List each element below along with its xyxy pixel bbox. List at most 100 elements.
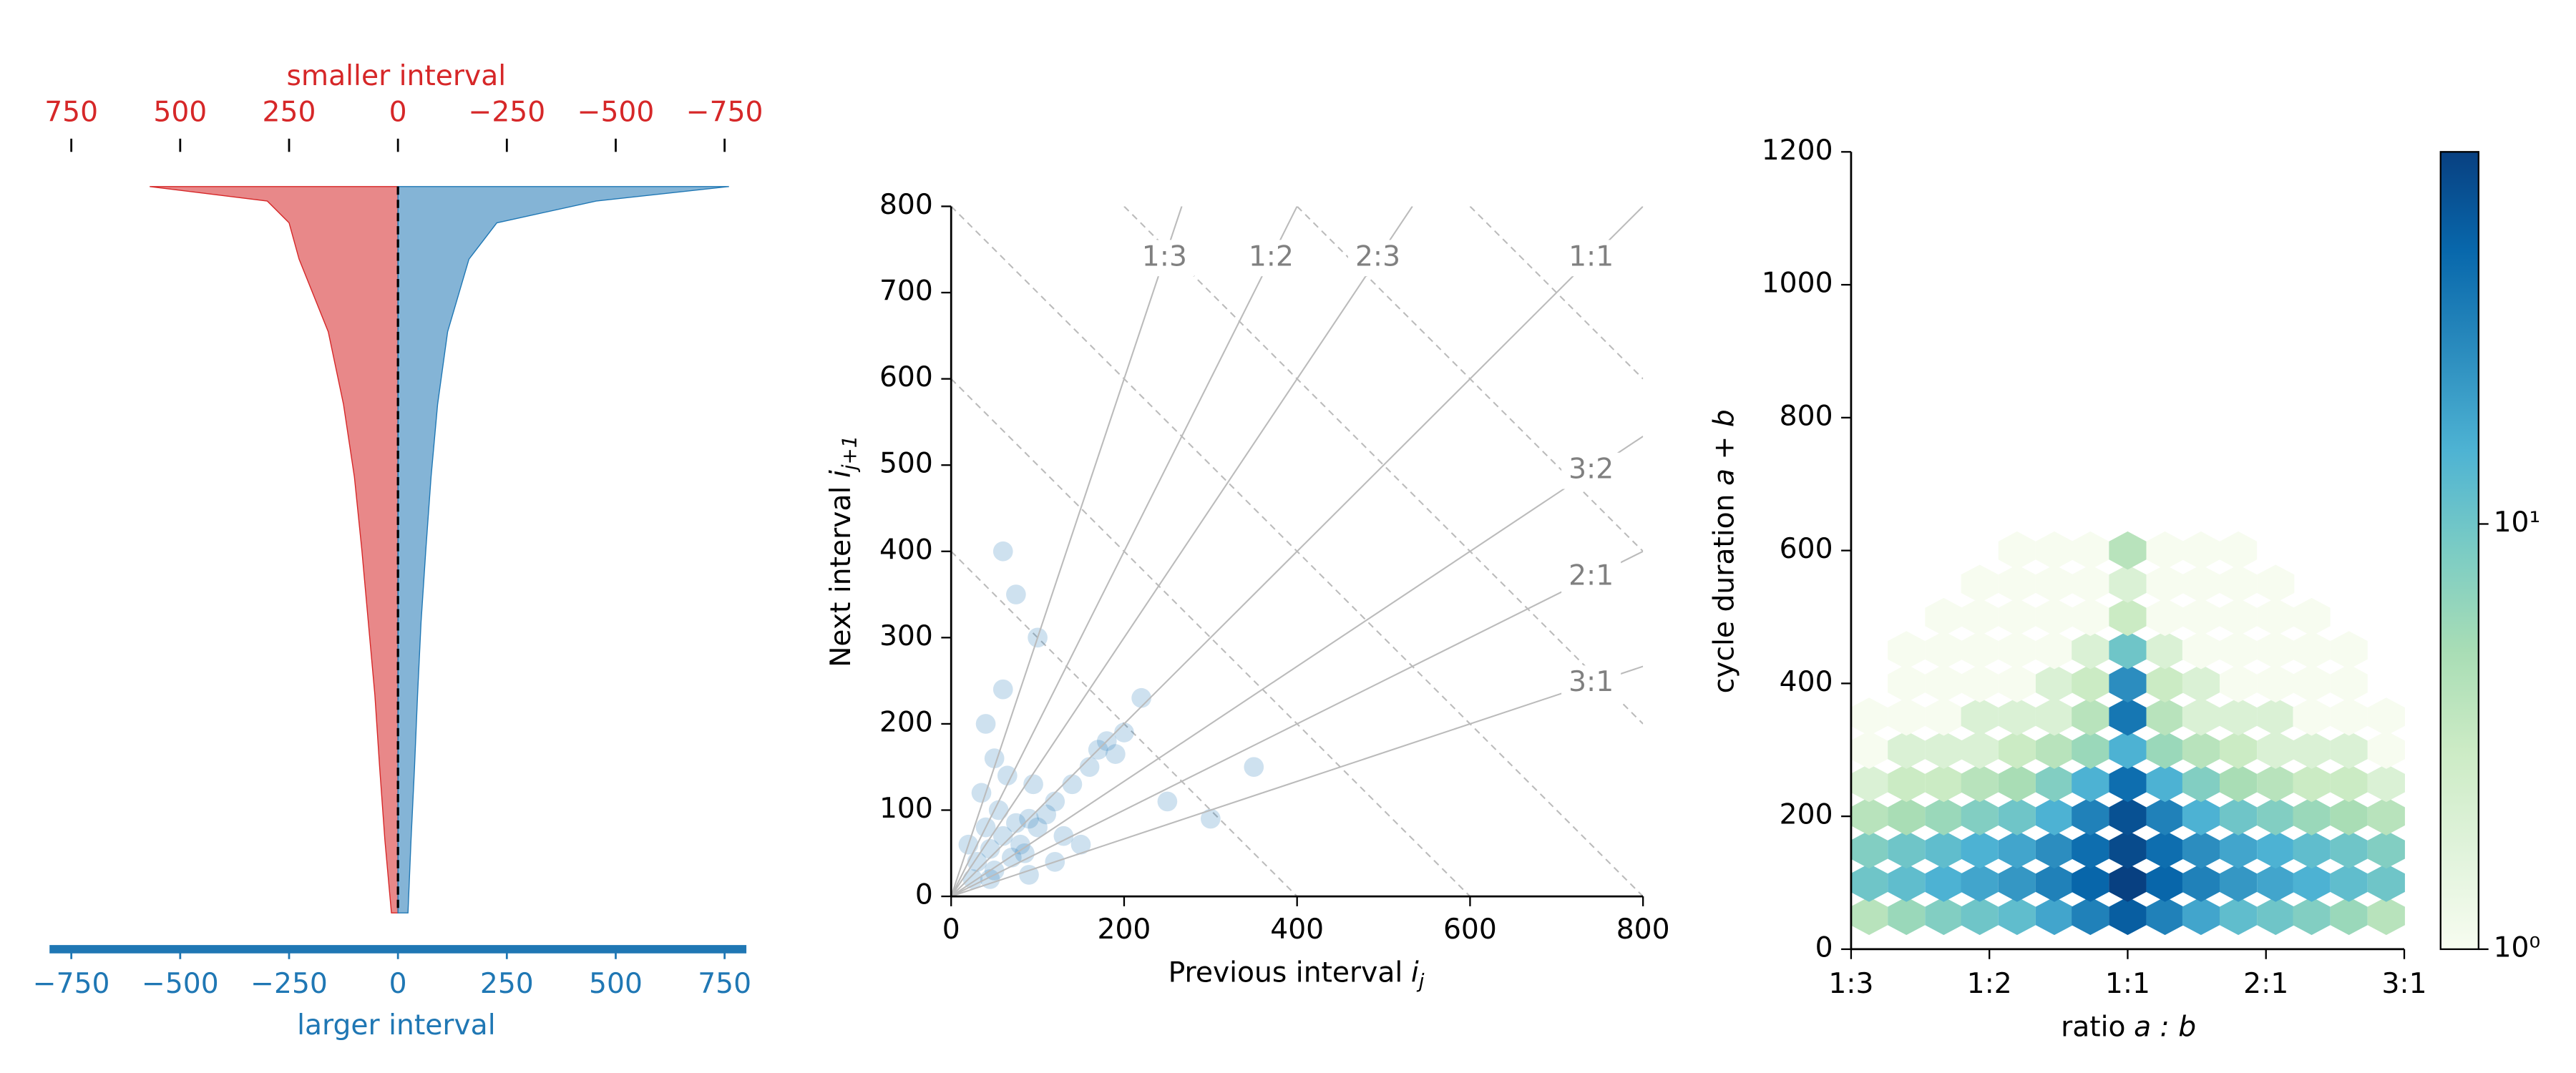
sum-line xyxy=(1123,206,1644,725)
hex-cell xyxy=(2109,564,2147,603)
hex-cell xyxy=(1850,863,1888,902)
hex-cell xyxy=(2293,697,2331,736)
hex-cell xyxy=(2220,531,2258,570)
hex-cell xyxy=(2072,764,2109,803)
label-bg xyxy=(1561,452,1621,489)
hex-cell xyxy=(2109,831,2147,869)
hex-cell xyxy=(1850,730,1888,769)
hex-cell xyxy=(2257,797,2295,836)
point xyxy=(1006,584,1026,604)
point xyxy=(1045,791,1065,812)
x-tick-label: −500 xyxy=(142,968,219,1000)
hex-cell xyxy=(2257,664,2295,703)
point xyxy=(997,765,1018,786)
hex-cell xyxy=(2330,831,2368,869)
x-axis-label: ratio a : b xyxy=(2061,1011,2196,1043)
hex-cell xyxy=(2257,863,2295,902)
label-text: Next interval xyxy=(824,486,857,667)
x-tick-label: 200 xyxy=(1098,913,1151,946)
x-tick-label: 0 xyxy=(942,913,960,946)
hex-cell xyxy=(1998,597,2036,637)
point xyxy=(984,861,1005,881)
interval-area xyxy=(150,186,399,913)
label-bg xyxy=(1134,240,1194,277)
hex-cell xyxy=(1998,797,2036,836)
hex-cell xyxy=(2146,597,2184,637)
point xyxy=(1028,817,1048,838)
x-tick-label: 800 xyxy=(1616,913,1670,946)
hex-cell xyxy=(2072,631,2109,670)
hex-cell xyxy=(2257,631,2295,670)
hex-cell xyxy=(1961,764,1999,803)
hex-cell xyxy=(2257,896,2295,936)
hex-cell xyxy=(2257,730,2295,769)
hex-cell xyxy=(1888,797,1926,836)
hex-cell xyxy=(2257,831,2295,869)
y-tick-label: 600 xyxy=(879,361,933,393)
hex-cell xyxy=(1925,664,1963,703)
point xyxy=(971,783,992,803)
y-tick-label: 200 xyxy=(1780,799,1833,831)
hex-cell xyxy=(2072,597,2109,637)
hex-cell xyxy=(2146,531,2184,570)
hex-cell xyxy=(2182,664,2220,703)
hex-cell xyxy=(1888,697,1926,736)
x-tick-label: 2:1 xyxy=(2243,968,2288,1000)
top-tick-label: 500 xyxy=(153,97,207,129)
label-var: i xyxy=(824,470,857,478)
hex-cell xyxy=(2220,831,2258,869)
hex-cell xyxy=(1998,531,2036,570)
x-axis-label: Previous interval ij xyxy=(1169,956,1425,993)
x-tick-label: 400 xyxy=(1270,913,1324,946)
hex-cell xyxy=(2072,664,2109,703)
x-tick-label: 250 xyxy=(480,968,534,1000)
label-text: Previous interval xyxy=(1169,956,1403,989)
point xyxy=(1131,687,1151,708)
label-sub: j+1 xyxy=(837,436,861,474)
hex-cell xyxy=(2035,831,2074,869)
hex-cell xyxy=(2330,896,2368,936)
label-bg xyxy=(1561,559,1621,596)
top-tick-label: −750 xyxy=(686,97,763,129)
hex-cell xyxy=(2330,797,2368,836)
hex-cell xyxy=(2367,697,2405,736)
top-tick-label: −250 xyxy=(468,97,545,129)
hex-cell xyxy=(1998,697,2036,736)
colorbar xyxy=(2439,151,2479,951)
y-tick-label: 600 xyxy=(1780,533,1833,565)
hex-cell xyxy=(2293,797,2331,836)
hex-cell xyxy=(1998,764,2036,803)
hex-cell xyxy=(2146,664,2184,703)
hex-cell xyxy=(1925,597,1963,637)
hex-cell xyxy=(2220,631,2258,670)
hex-cell xyxy=(2257,564,2295,603)
hex-cell xyxy=(1961,597,1999,637)
point xyxy=(1079,757,1100,778)
label-math: a + b xyxy=(1708,409,1740,486)
hex-cell xyxy=(2330,730,2368,769)
hex-cell xyxy=(2035,896,2074,936)
ratio-line xyxy=(951,550,1644,897)
hex-cell xyxy=(1888,631,1926,670)
hex-cell xyxy=(2182,697,2220,736)
hex-cell xyxy=(1998,664,2036,703)
x-tick-label: 3:1 xyxy=(2381,968,2426,1000)
hex-cell xyxy=(2109,631,2147,670)
hex-cell xyxy=(2257,697,2295,736)
hex-cell xyxy=(2109,896,2147,936)
y-axis-label: cycle duration a + b xyxy=(1708,409,1740,693)
point xyxy=(1053,825,1074,846)
hex-cell xyxy=(2182,631,2220,670)
hex-cell xyxy=(2182,863,2220,902)
hex-cell xyxy=(1850,797,1888,836)
y-tick-label: 500 xyxy=(879,448,933,480)
label-var: i xyxy=(1411,956,1419,989)
point xyxy=(1114,722,1134,743)
hex-cell xyxy=(1925,697,1963,736)
hex-cell xyxy=(1998,863,2036,902)
x-tick-label: 1:1 xyxy=(2105,968,2150,1000)
hex-cell xyxy=(1888,831,1926,869)
label-math: a : b xyxy=(2134,1011,2196,1043)
ratio-label: 3:1 xyxy=(1568,666,1614,698)
colorbar-tick-label: 10¹ xyxy=(2494,506,2541,539)
